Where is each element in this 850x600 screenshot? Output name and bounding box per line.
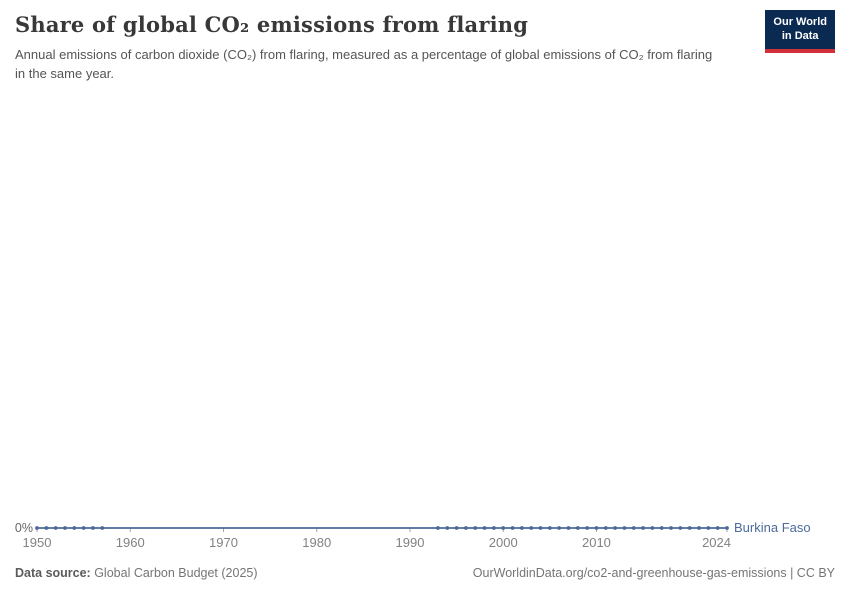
data-point <box>538 526 543 530</box>
x-tick-label: 1990 <box>396 535 425 550</box>
data-point <box>81 526 86 530</box>
data-point <box>566 526 571 530</box>
data-point <box>575 526 580 530</box>
data-source-value: Global Carbon Budget (2025) <box>90 566 258 580</box>
series-entity-label[interactable]: Burkina Faso <box>734 520 811 535</box>
data-point <box>706 526 711 530</box>
data-point <box>510 526 515 530</box>
data-point <box>659 526 664 530</box>
data-point <box>631 526 636 530</box>
data-point <box>725 526 729 530</box>
x-tick-label: 1970 <box>209 535 238 550</box>
x-tick-label: 1980 <box>302 535 331 550</box>
data-point <box>603 526 608 530</box>
data-point <box>650 526 655 530</box>
data-point <box>482 526 487 530</box>
x-tick-label: 1960 <box>116 535 145 550</box>
data-point <box>63 526 67 530</box>
data-point <box>501 526 506 530</box>
data-point <box>697 526 701 530</box>
data-point <box>72 526 77 530</box>
data-point <box>445 526 450 530</box>
data-point <box>44 526 49 530</box>
data-source-label: Data source: <box>15 566 91 580</box>
owid-logo-line1: Our World <box>773 16 827 28</box>
owid-logo[interactable]: Our World in Data <box>765 10 835 53</box>
footer: Data source: Global Carbon Budget (2025)… <box>15 566 835 580</box>
data-point <box>557 526 562 530</box>
data-point <box>678 526 683 530</box>
data-point <box>53 526 58 530</box>
x-tick-label: 2000 <box>489 535 518 550</box>
chart-area: 1950 1960 1970 1980 1990 2000 2010 2024 0% Burkin… <box>0 98 850 560</box>
data-source: Data source: Global Carbon Budget (2025) <box>15 566 258 580</box>
page-title: Share of global CO₂ emissions from flari… <box>15 12 529 37</box>
data-point <box>454 526 459 530</box>
data-point <box>91 526 95 530</box>
header: Share of global CO₂ emissions from flari… <box>15 10 835 84</box>
attribution: OurWorldinData.org/co2-and-greenhouse-ga… <box>472 566 835 580</box>
data-point <box>473 526 478 530</box>
data-point <box>613 526 618 530</box>
data-point <box>687 526 692 530</box>
data-point <box>547 526 552 530</box>
data-point <box>585 526 590 530</box>
data-point <box>519 526 524 530</box>
data-point <box>529 526 534 530</box>
page-subtitle: Annual emissions of carbon dioxide (CO₂)… <box>15 47 713 82</box>
data-point <box>491 526 496 530</box>
line-chart-canvas: 1950 1960 1970 1980 1990 2000 2010 2024 0% Burkin… <box>15 520 811 550</box>
data-point <box>594 526 599 530</box>
data-point <box>436 526 440 530</box>
y-axis-label: 0% <box>15 521 33 535</box>
owid-logo-line2: in Data <box>781 29 819 42</box>
data-point <box>464 526 468 530</box>
data-point <box>35 526 39 530</box>
x-tick-label: 2024 <box>702 535 731 550</box>
data-point <box>100 526 105 530</box>
data-point <box>669 526 673 530</box>
data-point <box>715 526 720 530</box>
data-point <box>622 526 627 530</box>
x-tick-label: 2010 <box>582 535 611 550</box>
x-tick-label: 1950 <box>23 535 52 550</box>
data-point <box>641 526 645 530</box>
